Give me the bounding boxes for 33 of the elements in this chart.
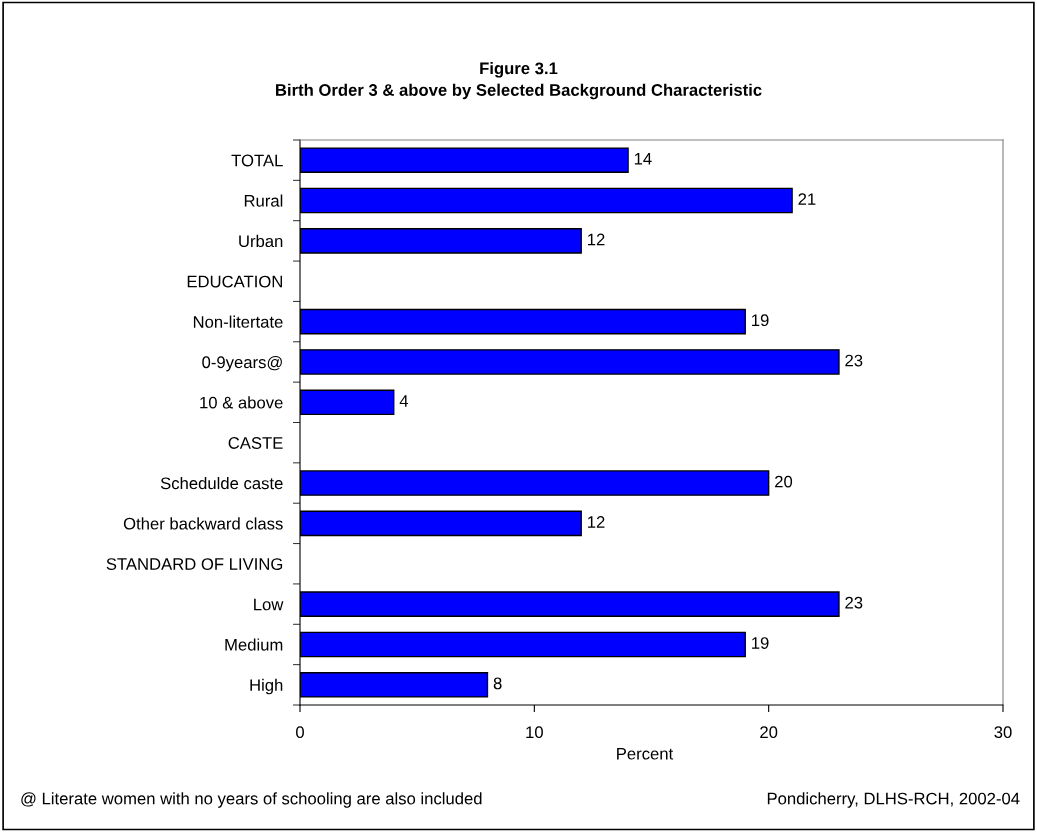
y-tick-label: 10 & above <box>200 396 283 409</box>
y-tick-label: TOTAL <box>231 154 283 167</box>
data-label: 20 <box>775 475 793 488</box>
y-tick-label: Other backward class <box>123 517 283 530</box>
text: @ Literate women with no years of schooling are also included <box>21 792 482 808</box>
data-label: 19 <box>752 314 769 327</box>
y-tick-label: Urban <box>239 234 283 248</box>
data-label: 19 <box>752 637 769 649</box>
y-tick-label: EDUCATION <box>187 275 282 288</box>
chart-title: Figure 3.1 Birth Order 3 & above by Selected Background Characteristic <box>276 62 762 100</box>
x-tick-label: 0 <box>296 726 304 739</box>
y-tick-label: Medium <box>225 638 283 651</box>
x-tick-label: 10 <box>526 726 543 739</box>
data-label: 14 <box>634 153 652 165</box>
x-axis-title: Percent <box>617 747 674 760</box>
y-tick-label: Non-litertate <box>193 315 283 328</box>
y-tick-label: 0-9years@ <box>202 355 282 372</box>
x-tick-label: 20 <box>760 726 778 739</box>
data-label: 8 <box>493 677 502 690</box>
data-label: 12 <box>588 233 605 246</box>
y-tick-label: High <box>250 678 283 695</box>
data-label: 23 <box>845 596 863 609</box>
y-tick-label: Low <box>254 598 284 611</box>
data-label: 12 <box>588 516 605 528</box>
y-tick-label: CASTE <box>228 437 283 449</box>
y-tick-label: Rural <box>244 194 283 207</box>
y-tick-label: STANDARD OF LIVING <box>106 558 283 570</box>
data-label: 23 <box>845 354 863 367</box>
data-label: 4 <box>399 395 409 407</box>
y-tick-label: Schedulde caste <box>160 477 283 490</box>
data-label: 21 <box>798 193 816 205</box>
text: Pondicherry, DLHS-RCH, 2002-04 <box>767 792 1020 808</box>
x-tick-label: 30 <box>994 726 1012 739</box>
